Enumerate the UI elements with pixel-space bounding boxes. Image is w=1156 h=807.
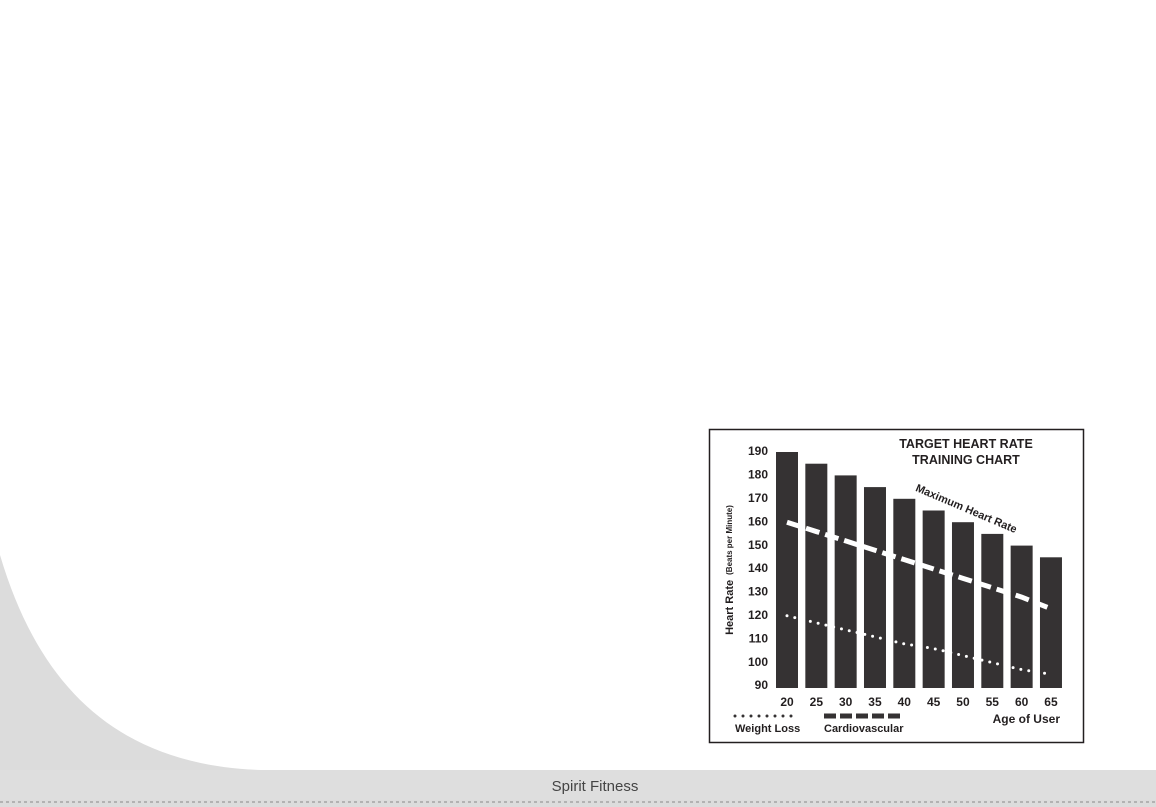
x-tick-label: 50: [956, 695, 970, 709]
y-tick-label: 120: [748, 608, 768, 622]
bar: [951, 522, 974, 688]
x-tick-label: 30: [839, 695, 853, 709]
legend-label: Cardiovascular: [824, 723, 904, 735]
y-tick-label: 170: [748, 491, 768, 505]
line-dashed: [786, 519, 1052, 612]
bar: [776, 452, 798, 688]
y-tick-label: 190: [748, 444, 768, 458]
y-axis-note: (Beats per Minute): [725, 505, 734, 575]
x-tick-label: 65: [1044, 695, 1058, 709]
x-axis-title: Age of User: [993, 712, 1061, 726]
bar: [1039, 557, 1062, 688]
footer-text: Spirit Fitness: [552, 778, 639, 795]
bar: [863, 487, 886, 688]
line-dotted: [785, 614, 1053, 676]
y-tick-label: 150: [748, 538, 768, 552]
y-tick-label: 110: [749, 631, 769, 645]
y-tick-label: 100: [748, 655, 768, 669]
bar: [922, 510, 945, 688]
y-axis-title: Heart Rate (Beats per Minute): [724, 505, 736, 635]
y-tick-label: 160: [748, 514, 768, 528]
x-tick-label: 20: [780, 695, 794, 709]
chart-title: TARGET HEART RATE TRAINING CHART: [899, 437, 1033, 467]
bar: [805, 463, 828, 688]
y-tick-label: 140: [748, 561, 768, 575]
title-box: TARGET HEART RATE TRAINING CHART: [899, 437, 1033, 467]
legend-label: Weight Loss: [735, 723, 800, 735]
x-tick-label: 45: [927, 695, 941, 709]
bar: [1010, 545, 1033, 688]
x-tick-label: 35: [868, 695, 882, 709]
y-axis-label: Heart Rate: [724, 580, 736, 635]
y-tick-label: 180: [748, 468, 768, 482]
bar: [893, 498, 916, 688]
footer-band: [0, 770, 1156, 800]
x-tick-label: 60: [1015, 695, 1029, 709]
bar: [834, 475, 857, 688]
x-tick-label: 55: [986, 695, 1000, 709]
bar: [981, 533, 1004, 688]
y-tick-label: 90: [755, 678, 769, 692]
x-tick-label: 40: [898, 695, 912, 709]
x-tick-label: 25: [810, 695, 824, 709]
y-tick-label: 130: [748, 585, 768, 599]
